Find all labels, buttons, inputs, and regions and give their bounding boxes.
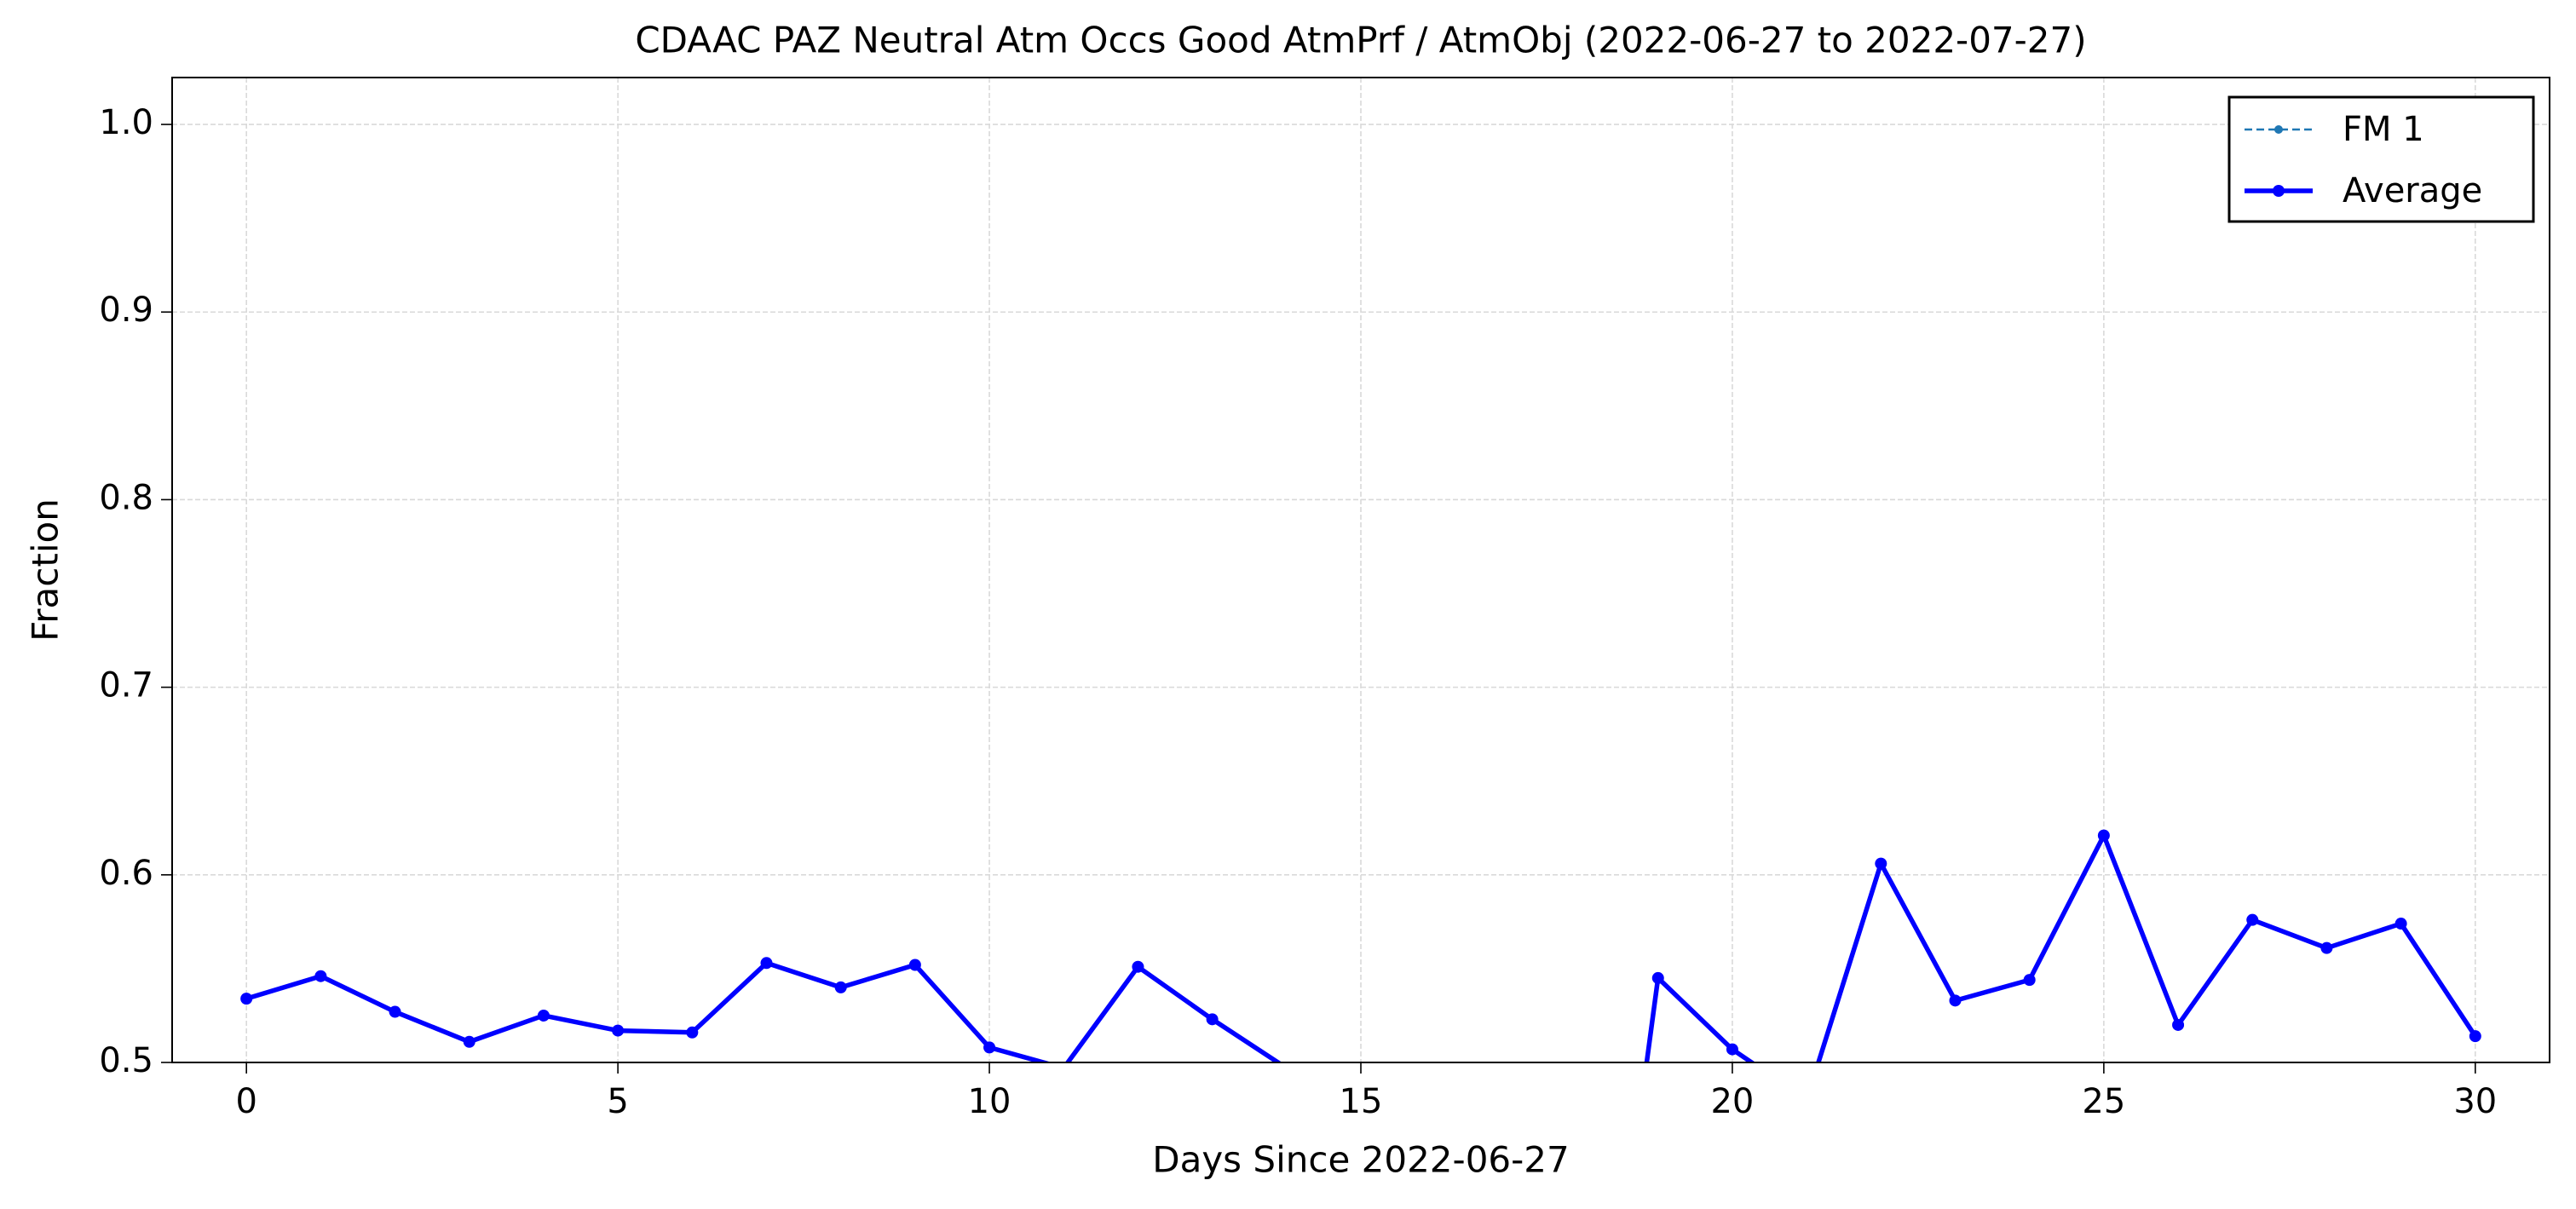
x-tick-label: 5 xyxy=(607,1082,628,1121)
y-tick-label: 0.6 xyxy=(99,854,153,893)
legend-label: Average xyxy=(2343,171,2482,210)
data-point xyxy=(314,970,327,982)
data-point xyxy=(983,1041,996,1054)
y-tick-label: 0.9 xyxy=(99,291,153,330)
data-point xyxy=(240,993,253,1005)
legend-label: FM 1 xyxy=(2343,110,2424,149)
data-point xyxy=(2320,941,2333,954)
x-tick-label: 15 xyxy=(1340,1082,1383,1121)
data-point xyxy=(2172,1018,2185,1031)
y-tick-label: 0.7 xyxy=(99,666,153,705)
data-point xyxy=(1651,971,1664,984)
x-tick-label: 20 xyxy=(1710,1082,1754,1121)
legend-box xyxy=(2227,95,2535,223)
data-point xyxy=(908,959,921,971)
data-point xyxy=(2023,974,2036,987)
data-point xyxy=(760,957,773,970)
data-point xyxy=(389,1005,401,1018)
data-point xyxy=(1726,1043,1738,1056)
data-point xyxy=(463,1035,475,1048)
y-axis-label: Fraction xyxy=(25,498,66,642)
legend-marker xyxy=(2273,185,2285,197)
x-tick-label: 10 xyxy=(968,1082,1011,1121)
data-point xyxy=(2246,913,2259,926)
data-point xyxy=(2394,918,2407,930)
data-point xyxy=(686,1026,699,1039)
plot-area xyxy=(240,829,2481,1062)
data-point xyxy=(1132,960,1144,973)
data-point xyxy=(1206,1013,1219,1026)
y-tick-label: 0.8 xyxy=(99,478,153,517)
y-tick-label: 1.0 xyxy=(99,103,153,142)
data-point xyxy=(834,981,847,993)
legend-marker xyxy=(2274,125,2283,134)
x-axis-label: Days Since 2022-06-27 xyxy=(1152,1139,1569,1181)
axes-frame xyxy=(171,77,2550,1063)
x-tick-label: 25 xyxy=(2082,1082,2125,1121)
data-point xyxy=(1949,994,1962,1007)
x-tick-label: 0 xyxy=(235,1082,256,1121)
data-point xyxy=(537,1009,550,1022)
data-point xyxy=(2469,1030,2481,1043)
data-point xyxy=(1875,857,1887,870)
data-point xyxy=(2097,829,2110,842)
data-point xyxy=(612,1024,625,1037)
chart-title: CDAAC PAZ Neutral Atm Occs Good AtmPrf /… xyxy=(635,20,2086,61)
y-tick-label: 0.5 xyxy=(99,1041,153,1080)
x-tick-label: 30 xyxy=(2453,1082,2497,1121)
